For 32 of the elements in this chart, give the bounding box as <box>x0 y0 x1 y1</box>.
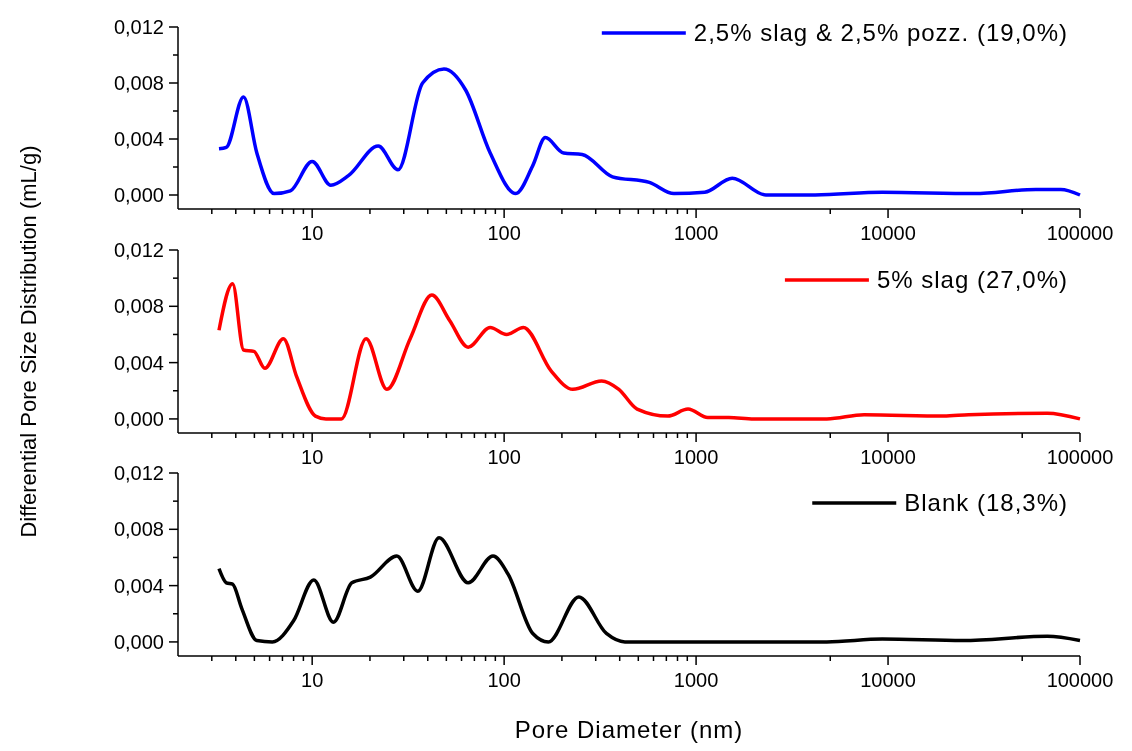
x-tick-label: 1000 <box>673 446 719 468</box>
x-tick-label: 100 <box>487 446 521 468</box>
x-tick-label: 1000 <box>673 669 719 691</box>
y-tick-label: 0,000 <box>113 630 164 653</box>
x-tick-label: 100 <box>487 669 521 691</box>
x-tick-label: 100000 <box>1046 669 1114 691</box>
x-tick-label: 1000 <box>673 222 719 244</box>
x-tick-label: 100 <box>487 222 521 244</box>
x-tick-label: 10000 <box>860 669 916 691</box>
y-tick-label: 0,000 <box>113 184 164 206</box>
legend-label: 2,5% slag & 2,5% pozz. (19,0%) <box>693 19 1068 47</box>
y-tick-label: 0,004 <box>113 128 164 150</box>
x-tick-label: 100000 <box>1046 446 1114 468</box>
y-tick-label: 0,008 <box>113 518 164 541</box>
y-tick-label: 0,012 <box>113 239 164 261</box>
x-tick-label: 10 <box>301 222 324 244</box>
x-axis-title: Pore Diameter (nm) <box>514 716 744 743</box>
x-tick-label: 10000 <box>860 222 916 244</box>
y-tick-label: 0,004 <box>113 351 164 374</box>
y-axis-title: Differential Pore Size Distribution (mL/g) <box>16 145 41 538</box>
x-tick-label: 10000 <box>860 446 916 468</box>
x-tick-label: 10 <box>301 669 324 691</box>
y-tick-label: 0,008 <box>113 72 164 94</box>
legend-label: 5% slag (27,0%) <box>876 266 1068 294</box>
x-tick-label: 10 <box>301 446 324 468</box>
y-tick-label: 0,012 <box>113 462 164 484</box>
y-tick-label: 0,000 <box>113 407 164 430</box>
y-tick-label: 0,008 <box>113 295 164 318</box>
y-tick-label: 0,004 <box>113 574 164 597</box>
y-tick-label: 0,012 <box>113 16 164 38</box>
x-tick-label: 100000 <box>1046 222 1114 244</box>
legend-label: Blank (18,3%) <box>904 489 1068 517</box>
